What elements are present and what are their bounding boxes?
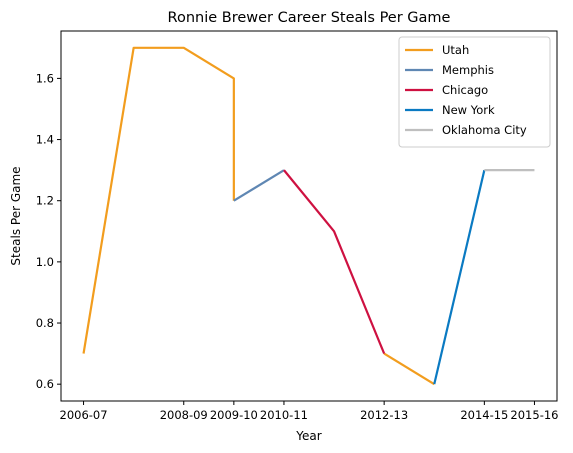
chart-title: Ronnie Brewer Career Steals Per Game [168,10,451,26]
x-tick-label: 2010-11 [260,408,308,422]
legend-label-oklahoma-city: Oklahoma City [442,123,527,137]
x-tick-label: 2006-07 [60,408,108,422]
legend-label-chicago: Chicago [442,83,488,97]
x-tick-label: 2014-15 [460,408,508,422]
legend-label-utah: Utah [442,43,469,57]
y-axis-label: Steals Per Game [9,166,23,265]
y-tick-label: 1.2 [36,194,54,208]
x-tick-label: 2008-09 [160,408,208,422]
y-tick-label: 0.6 [36,377,54,391]
x-tick-label: 2012-13 [360,408,408,422]
x-axis-label: Year [295,429,321,443]
y-tick-label: 0.8 [36,316,54,330]
y-tick-label: 1.6 [36,71,54,85]
y-tick-label: 1.0 [36,255,54,269]
legend-label-new-york: New York [442,103,495,117]
legend-label-memphis: Memphis [442,63,494,77]
legend: Utah Memphis Chicago New York Oklahoma City [399,37,550,147]
x-tick-label: 2009-10 [210,408,258,422]
x-tick-label: 2015-16 [510,408,558,422]
y-tick-label: 1.4 [36,133,54,147]
